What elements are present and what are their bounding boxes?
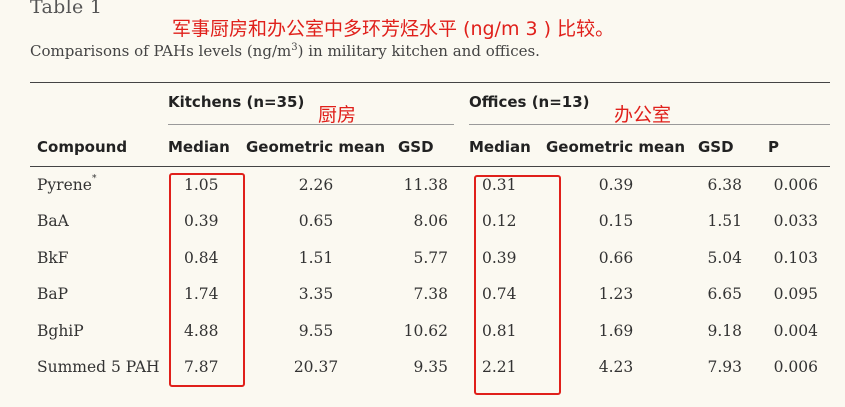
cell-k-gsd: 10.62	[403, 322, 448, 340]
compound-name: Pyrene	[37, 176, 92, 194]
compound-cell: Summed 5 PAH	[37, 358, 160, 376]
cell-o-geomean: 0.15	[598, 212, 634, 230]
cell-k-geomean: 0.65	[298, 212, 334, 230]
cell-p: 0.033	[773, 212, 818, 230]
chinese-annotation-title: 军事厨房和办公室中多环芳烃水平 (ng/m 3 ) 比较。	[172, 18, 615, 40]
cell-o-gsd: 9.18	[707, 322, 742, 340]
cell-o-median: 0.74	[482, 285, 517, 303]
header-rule	[30, 166, 830, 167]
caption-text-after: ) in military kitchen and offices.	[297, 42, 540, 60]
cell-o-gsd: 5.04	[707, 249, 742, 267]
cell-k-geomean: 3.35	[298, 285, 334, 303]
footnote-mark: *	[91, 174, 97, 184]
cell-o-gsd: 6.65	[707, 285, 742, 303]
cell-k-median: 7.87	[184, 358, 219, 376]
cell-k-gsd: 5.77	[413, 249, 448, 267]
header-kitchens-median: Median	[168, 138, 230, 156]
cell-o-geomean: 0.39	[598, 176, 634, 194]
highlight-box-offices-median	[474, 175, 561, 395]
cell-k-geomean: 2.26	[298, 176, 334, 194]
cell-k-geomean: 9.55	[298, 322, 334, 340]
cell-o-geomean: 0.66	[598, 249, 634, 267]
cell-p: 0.095	[773, 285, 818, 303]
cell-k-gsd: 7.38	[413, 285, 448, 303]
annotation-offices: 办公室	[614, 104, 672, 126]
cell-k-median: 0.39	[184, 212, 219, 230]
group-label-offices: Offices (n=13)	[469, 93, 590, 111]
compound-name: BghiP	[37, 322, 84, 340]
compound-name: BaP	[37, 285, 69, 303]
header-offices-median: Median	[469, 138, 531, 156]
annotation-kitchens: 厨房	[318, 104, 357, 126]
cell-o-gsd: 6.38	[707, 176, 742, 194]
cell-o-geomean: 4.23	[598, 358, 634, 376]
header-compound: Compound	[37, 138, 128, 156]
compound-cell: BaP	[37, 285, 68, 303]
group-label-kitchens: Kitchens (n=35)	[168, 93, 305, 111]
cell-k-geomean: 1.51	[298, 249, 334, 267]
cell-p: 0.103	[773, 249, 818, 267]
header-p: P	[768, 138, 779, 156]
cell-o-geomean: 1.23	[598, 285, 634, 303]
highlight-box-kitchens-median	[169, 173, 245, 387]
header-kitchens-gsd: GSD	[398, 138, 434, 156]
cell-o-median: 0.12	[482, 212, 517, 230]
compound-name: BkF	[37, 249, 69, 267]
top-rule	[30, 82, 830, 83]
header-offices-geometric-mean: Geometric mean	[546, 138, 686, 156]
header-kitchens-geometric-mean: Geometric mean	[246, 138, 386, 156]
group-rule-offices	[469, 124, 830, 125]
compound-cell: BaA	[37, 212, 69, 230]
compound-name: BaA	[37, 212, 69, 230]
cell-o-median: 2.21	[482, 358, 517, 376]
header-offices-gsd: GSD	[698, 138, 734, 156]
table-caption: Comparisons of PAHs levels (ng/m3) in mi…	[30, 42, 540, 60]
cell-p: 0.006	[773, 358, 818, 376]
compound-cell: BghiP	[37, 322, 84, 340]
compound-name: Summed 5 PAH	[37, 358, 160, 376]
caption-superscript: 3	[291, 42, 298, 53]
cell-o-gsd: 7.93	[707, 358, 742, 376]
caption-text-before: Comparisons of PAHs levels (ng/m	[30, 42, 292, 60]
cell-k-geomean: 20.37	[293, 358, 339, 376]
group-rule-kitchens	[168, 124, 454, 125]
cell-p: 0.004	[773, 322, 818, 340]
cell-k-median: 1.05	[184, 176, 219, 194]
cell-k-median: 4.88	[184, 322, 219, 340]
cell-k-gsd: 8.06	[413, 212, 448, 230]
cell-k-median: 1.74	[184, 285, 219, 303]
cell-k-median: 0.84	[184, 249, 219, 267]
compound-cell: BkF	[37, 249, 69, 267]
cell-o-gsd: 1.51	[707, 212, 742, 230]
cell-k-gsd: 9.35	[413, 358, 448, 376]
compound-cell: Pyrene*	[37, 174, 97, 194]
cell-o-median: 0.81	[482, 322, 517, 340]
table-label: Table 1	[30, 0, 103, 18]
cell-o-geomean: 1.69	[598, 322, 634, 340]
cell-o-median: 0.31	[482, 176, 517, 194]
cell-p: 0.006	[773, 176, 818, 194]
cell-o-median: 0.39	[482, 249, 517, 267]
cell-k-gsd: 11.38	[403, 176, 448, 194]
